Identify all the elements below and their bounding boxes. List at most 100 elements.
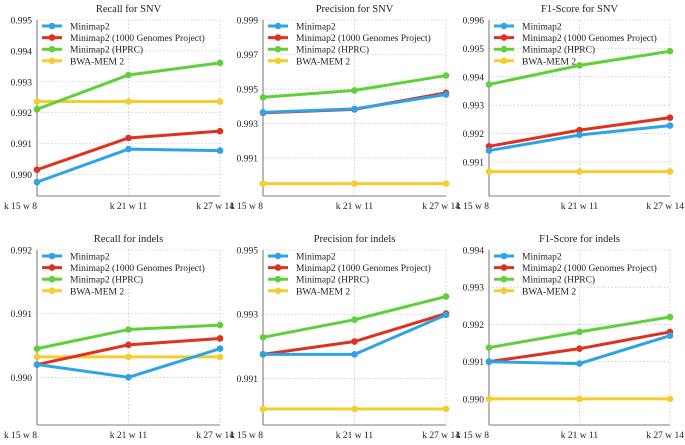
y-tick-label: 0.995 bbox=[463, 45, 485, 55]
legend-label: Minimap2 bbox=[522, 23, 562, 33]
data-point bbox=[259, 351, 267, 358]
data-point bbox=[33, 345, 41, 352]
chart-title: Recall for SNV bbox=[96, 4, 162, 15]
legend-marker bbox=[500, 252, 508, 260]
y-tick-label: 0.995 bbox=[11, 17, 33, 27]
y-tick-label: 0.991 bbox=[11, 140, 33, 150]
data-point bbox=[666, 114, 674, 121]
chart-title: F1-Score for indels bbox=[539, 234, 620, 245]
y-tick-label: 0.997 bbox=[237, 51, 259, 61]
data-point bbox=[666, 395, 674, 403]
legend-marker bbox=[500, 45, 508, 53]
data-point bbox=[259, 334, 267, 341]
legend-label: Minimap2 bbox=[70, 23, 110, 33]
data-point bbox=[576, 395, 583, 403]
data-point bbox=[576, 328, 583, 336]
legend-label: Minimap2 (HPRC) bbox=[70, 45, 143, 56]
data-point bbox=[576, 168, 583, 175]
data-point bbox=[351, 105, 358, 113]
y-tick-label: 0.991 bbox=[237, 155, 259, 165]
y-tick-label: 0.991 bbox=[463, 358, 485, 368]
chart-panel: Recall for indels 0.990 0.991 0.992 k 15 w 8… bbox=[4, 234, 234, 441]
data-point bbox=[442, 180, 450, 187]
x-tick-label: k 21 w 11 bbox=[561, 431, 599, 440]
legend-marker bbox=[48, 22, 56, 30]
data-point bbox=[351, 351, 358, 358]
x-tick-label: k 27 w 14 bbox=[422, 431, 460, 440]
x-tick-label: k 21 w 11 bbox=[110, 202, 148, 212]
chart-panel: Precision for SNV 0.991 0.993 0.995 0.997 0.9… bbox=[230, 4, 460, 212]
x-tick-label: k 27 w 14 bbox=[196, 202, 234, 212]
legend-marker bbox=[274, 275, 282, 283]
legend-label: Minimap2 (1000 Genomes Project) bbox=[70, 263, 205, 274]
legend-label: Minimap2 (HPRC) bbox=[522, 275, 595, 286]
data-point bbox=[485, 81, 493, 88]
legend-marker bbox=[500, 264, 508, 271]
chart-panel: Recall for SNV 0.990 0.991 0.992 0.993 0.994 0… bbox=[4, 4, 234, 212]
data-point bbox=[216, 59, 224, 67]
data-point bbox=[576, 131, 583, 139]
legend-label: Minimap2 (HPRC) bbox=[296, 275, 369, 286]
legend-marker bbox=[500, 275, 508, 283]
data-point bbox=[666, 168, 674, 175]
legend-marker bbox=[274, 22, 282, 30]
y-tick-label: 0.993 bbox=[463, 284, 485, 294]
data-point bbox=[442, 405, 450, 413]
data-point bbox=[33, 178, 41, 186]
x-tick-label: k 15 w 8 bbox=[456, 202, 489, 212]
data-point bbox=[442, 91, 450, 98]
legend-marker bbox=[48, 287, 56, 295]
data-point bbox=[485, 147, 493, 154]
data-point bbox=[33, 166, 41, 174]
legend-marker bbox=[48, 252, 56, 260]
x-tick-label: k 15 w 8 bbox=[230, 202, 263, 212]
legend-marker bbox=[48, 57, 56, 65]
data-point bbox=[216, 335, 224, 342]
data-point bbox=[576, 62, 583, 69]
data-point bbox=[125, 341, 132, 349]
data-point bbox=[576, 360, 583, 367]
legend-marker bbox=[500, 287, 508, 295]
data-point bbox=[259, 180, 267, 187]
data-point bbox=[259, 94, 267, 101]
legend-marker bbox=[274, 264, 282, 271]
legend-label: Minimap2 (HPRC) bbox=[70, 275, 143, 286]
y-tick-label: 0.992 bbox=[463, 321, 485, 331]
data-point bbox=[216, 127, 224, 135]
x-tick-label: k 21 w 11 bbox=[336, 202, 374, 212]
data-point bbox=[442, 293, 450, 300]
legend-marker bbox=[48, 45, 56, 53]
data-point bbox=[351, 338, 358, 345]
legend-label: Minimap2 (1000 Genomes Project) bbox=[296, 263, 431, 274]
data-point bbox=[666, 313, 674, 321]
data-point bbox=[485, 168, 493, 175]
data-point bbox=[216, 353, 224, 361]
data-point bbox=[576, 126, 583, 134]
x-tick-label: k 15 w 8 bbox=[4, 431, 37, 440]
legend-marker bbox=[500, 34, 508, 41]
legend-marker bbox=[274, 57, 282, 65]
data-point bbox=[33, 98, 41, 105]
legend-label: Minimap2 (1000 Genomes Project) bbox=[522, 263, 657, 274]
legend-label: Minimap2 bbox=[70, 253, 110, 263]
chart-title: F1-Score for SNV bbox=[541, 4, 618, 15]
data-point bbox=[351, 316, 358, 323]
x-tick-label: k 21 w 11 bbox=[336, 431, 374, 440]
y-tick-label: 0.994 bbox=[463, 73, 485, 83]
data-point bbox=[442, 72, 450, 79]
chart-panel: Precision for indels 0.991 0.993 0.995 k 15 … bbox=[230, 234, 460, 441]
y-tick-label: 0.993 bbox=[463, 102, 485, 112]
y-tick-label: 0.994 bbox=[11, 47, 33, 57]
chart-title: Precision for indels bbox=[314, 234, 396, 245]
x-tick-label: k 27 w 14 bbox=[646, 431, 684, 440]
data-point bbox=[485, 344, 493, 351]
legend-label: BWA-MEM 2 bbox=[522, 287, 576, 297]
data-point bbox=[125, 145, 132, 153]
legend-label: BWA-MEM 2 bbox=[296, 57, 350, 67]
legend-label: Minimap2 (HPRC) bbox=[522, 45, 595, 56]
legend-marker bbox=[500, 22, 508, 30]
y-tick-label: 0.990 bbox=[11, 171, 33, 181]
data-point bbox=[33, 105, 41, 113]
